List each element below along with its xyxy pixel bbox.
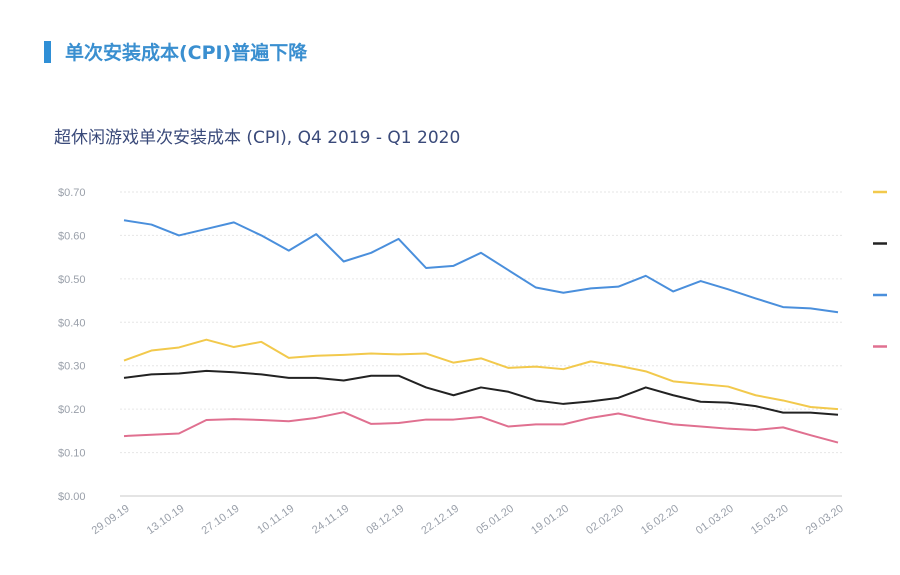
x-tick-label: 10.11.19 bbox=[255, 503, 296, 537]
series-line bbox=[123, 411, 839, 444]
x-tick-label: 29.09.19 bbox=[90, 503, 132, 537]
accent-bar bbox=[44, 40, 51, 63]
series-line bbox=[123, 369, 839, 416]
x-tick-label: 02.02.20 bbox=[584, 503, 626, 537]
x-tick-label: 01.03.20 bbox=[694, 503, 736, 537]
y-tick-label: $0.00 bbox=[58, 491, 86, 503]
y-tick-label: $0.40 bbox=[58, 317, 86, 329]
y-tick-label: $0.60 bbox=[58, 230, 86, 242]
series-line bbox=[123, 219, 839, 314]
section-header: 单次安装成本(CPI)普遍下降 bbox=[44, 38, 307, 65]
x-tick-label: 05.01.20 bbox=[474, 503, 516, 537]
chart-title: 超休闲游戏单次安装成本 (CPI), Q4 2019 - Q1 2020 bbox=[54, 128, 461, 148]
x-tick-label: 19.01.20 bbox=[529, 503, 571, 537]
y-tick-label: $0.70 bbox=[58, 187, 86, 199]
x-tick-label: 16.02.20 bbox=[639, 503, 681, 537]
x-tick-label: 24.11.19 bbox=[310, 503, 351, 537]
x-tick-label: 08.12.19 bbox=[364, 503, 406, 537]
section-title: 单次安装成本(CPI)普遍下降 bbox=[65, 42, 308, 64]
x-tick-label: 13.10.19 bbox=[145, 503, 187, 537]
x-tick-label: 15.03.20 bbox=[749, 503, 791, 537]
x-tick-label: 22.12.19 bbox=[419, 503, 461, 537]
x-tick-label: 29.03.20 bbox=[804, 503, 846, 537]
y-tick-label: $0.10 bbox=[58, 448, 86, 460]
y-tick-label: $0.50 bbox=[58, 274, 86, 286]
x-tick-label: 27.10.19 bbox=[200, 503, 242, 537]
y-tick-label: $0.20 bbox=[58, 404, 86, 416]
series-line bbox=[123, 338, 839, 411]
y-tick-label: $0.30 bbox=[58, 361, 86, 373]
